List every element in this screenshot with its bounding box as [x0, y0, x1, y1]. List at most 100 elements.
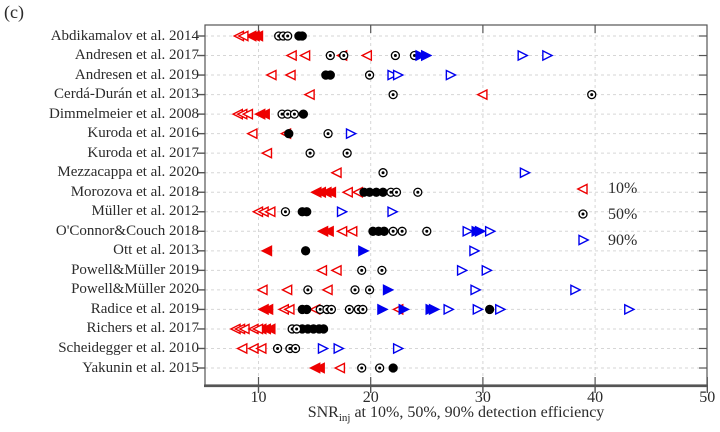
- marker-90pct-right-triangle: [443, 303, 455, 316]
- marker-50pct-circle: [318, 324, 329, 334]
- marker-90pct-right-triangle: [469, 245, 481, 257]
- marker-50pct-circle-dot: [353, 288, 357, 292]
- marker-10pct-left-triangle: [265, 69, 277, 81]
- marker-50pct-circle: [302, 207, 312, 217]
- marker-90pct-right-triangle: [472, 303, 485, 316]
- legend-label-10pct: 10%: [608, 180, 638, 197]
- marker-90pct-right-triangle: [578, 234, 590, 246]
- marker-50pct-circle: [325, 70, 335, 80]
- y-axis-label: Radice et al. 2019: [90, 300, 199, 317]
- marker-50pct-circle-dot: [347, 307, 351, 311]
- marker-50pct-circle-dot: [280, 112, 284, 116]
- marker-10pct-left-triangle: [341, 186, 353, 198]
- marker-50pct-circle-dot: [380, 268, 384, 272]
- marker-50pct-circle: [302, 304, 312, 315]
- marker-50pct-circle-dot: [368, 73, 372, 77]
- marker-90pct-right-triangle: [333, 342, 345, 355]
- y-axis-label: Powell&Müller 2019: [71, 261, 199, 278]
- marker-50pct-circle-dot: [393, 54, 397, 58]
- y-axis-label: Abdikamalov et al. 2014: [50, 27, 199, 44]
- marker-10pct-left-triangle: [251, 30, 264, 42]
- marker-10pct-left-triangle: [476, 88, 488, 101]
- marker-50pct-circle-dot: [326, 132, 330, 136]
- marker-50pct-circle-dot: [286, 34, 290, 38]
- marker-90pct-right-triangle: [517, 49, 529, 62]
- x-axis-title-main: SNR: [307, 404, 339, 421]
- marker-10pct-left-triangle: [251, 323, 264, 335]
- marker-10pct-left-triangle: [321, 284, 333, 296]
- y-axis-label: Cerdá-Durán et al. 2013: [54, 86, 199, 103]
- marker-50pct-circle-dot: [581, 212, 585, 216]
- marker-50pct-circle: [379, 226, 389, 236]
- marker-50pct-circle-dot: [306, 288, 310, 292]
- x-axis-title-rest: at 10%, 50%, 90% detection efficiency: [350, 404, 605, 421]
- marker-50pct-circle-dot: [395, 190, 399, 194]
- marker-50pct-circle-dot: [590, 93, 594, 97]
- marker-50pct-circle: [298, 109, 309, 119]
- marker-10pct-left-triangle: [298, 49, 311, 62]
- marker-50pct-circle-dot: [318, 307, 322, 311]
- marker-10pct-left-triangle: [335, 225, 348, 238]
- marker-90pct-right-triangle: [382, 284, 395, 296]
- marker-50pct-circle: [297, 31, 307, 41]
- marker-90pct-right-triangle: [336, 206, 349, 218]
- marker-50pct-circle-dot: [295, 327, 299, 331]
- y-axis-label: Powell&Müller 2020: [71, 281, 199, 298]
- marker-50pct-circle: [284, 128, 294, 139]
- marker-10pct-left-triangle: [285, 49, 297, 62]
- marker-90pct-right-triangle: [456, 264, 469, 277]
- marker-90pct-right-triangle: [420, 49, 433, 62]
- marker-90pct-right-triangle: [624, 303, 636, 316]
- marker-50pct-circle-dot: [294, 346, 298, 350]
- marker-10pct-left-triangle: [264, 323, 276, 335]
- x-axis-title-sub: inj: [338, 412, 351, 425]
- marker-10pct-left-triangle: [313, 362, 325, 374]
- marker-50pct-circle-dot: [283, 210, 287, 214]
- marker-50pct-circle-dot: [292, 112, 296, 116]
- marker-90pct-right-triangle: [519, 166, 532, 179]
- marker-90pct-right-triangle: [392, 69, 405, 81]
- marker-50pct-circle-dot: [328, 54, 332, 58]
- marker-10pct-left-triangle: [360, 49, 373, 62]
- marker-10pct-left-triangle: [324, 186, 337, 198]
- y-axis-label: Müller et al. 2012: [91, 203, 199, 220]
- marker-10pct-left-triangle: [241, 108, 254, 120]
- marker-50pct-circle-dot: [329, 307, 333, 311]
- marker-10pct-left-triangle: [258, 108, 270, 120]
- marker-10pct-left-triangle: [237, 30, 249, 42]
- marker-90pct-right-triangle: [345, 127, 358, 140]
- y-axis-label: Scheidegger et al. 2010: [58, 339, 199, 356]
- x-axis-tick-label: 40: [587, 389, 604, 406]
- marker-10pct-left-triangle: [330, 264, 342, 277]
- y-axis-label: Richers et al. 2017: [86, 320, 199, 337]
- y-axis-label: Kuroda et al. 2017: [87, 144, 199, 161]
- marker-50pct-circle-dot: [360, 366, 364, 370]
- marker-90pct-right-triangle: [542, 49, 554, 62]
- marker-90pct-right-triangle: [387, 206, 399, 218]
- marker-10pct-left-triangle: [322, 225, 334, 238]
- marker-10pct-left-triangle: [283, 303, 295, 316]
- marker-50pct-circle: [388, 363, 398, 373]
- marker-10pct-left-triangle: [256, 284, 268, 296]
- plot-border: [204, 24, 708, 386]
- marker-50pct-circle: [484, 304, 495, 315]
- marker-10pct-left-triangle: [333, 362, 346, 374]
- marker-10pct-left-triangle: [261, 303, 274, 316]
- marker-10pct-left-triangle: [260, 147, 273, 159]
- marker-50pct-circle: [378, 187, 388, 197]
- y-axis-label: Kuroda et al. 2016: [87, 125, 199, 142]
- y-axis-label: Morozova et al. 2018: [70, 183, 199, 200]
- marker-90pct-right-triangle: [470, 284, 482, 296]
- marker-10pct-left-triangle: [576, 183, 588, 195]
- marker-10pct-left-triangle: [280, 284, 293, 296]
- marker-10pct-left-triangle: [260, 245, 273, 257]
- marker-90pct-right-triangle: [462, 225, 474, 238]
- marker-90pct-right-triangle: [358, 245, 370, 257]
- legend-label-50pct: 50%: [608, 206, 638, 223]
- marker-90pct-right-triangle: [377, 303, 389, 316]
- marker-50pct-circle-dot: [391, 229, 395, 233]
- marker-50pct-circle-dot: [360, 268, 364, 272]
- marker-10pct-left-triangle: [284, 69, 296, 81]
- marker-50pct-circle-dot: [368, 288, 372, 292]
